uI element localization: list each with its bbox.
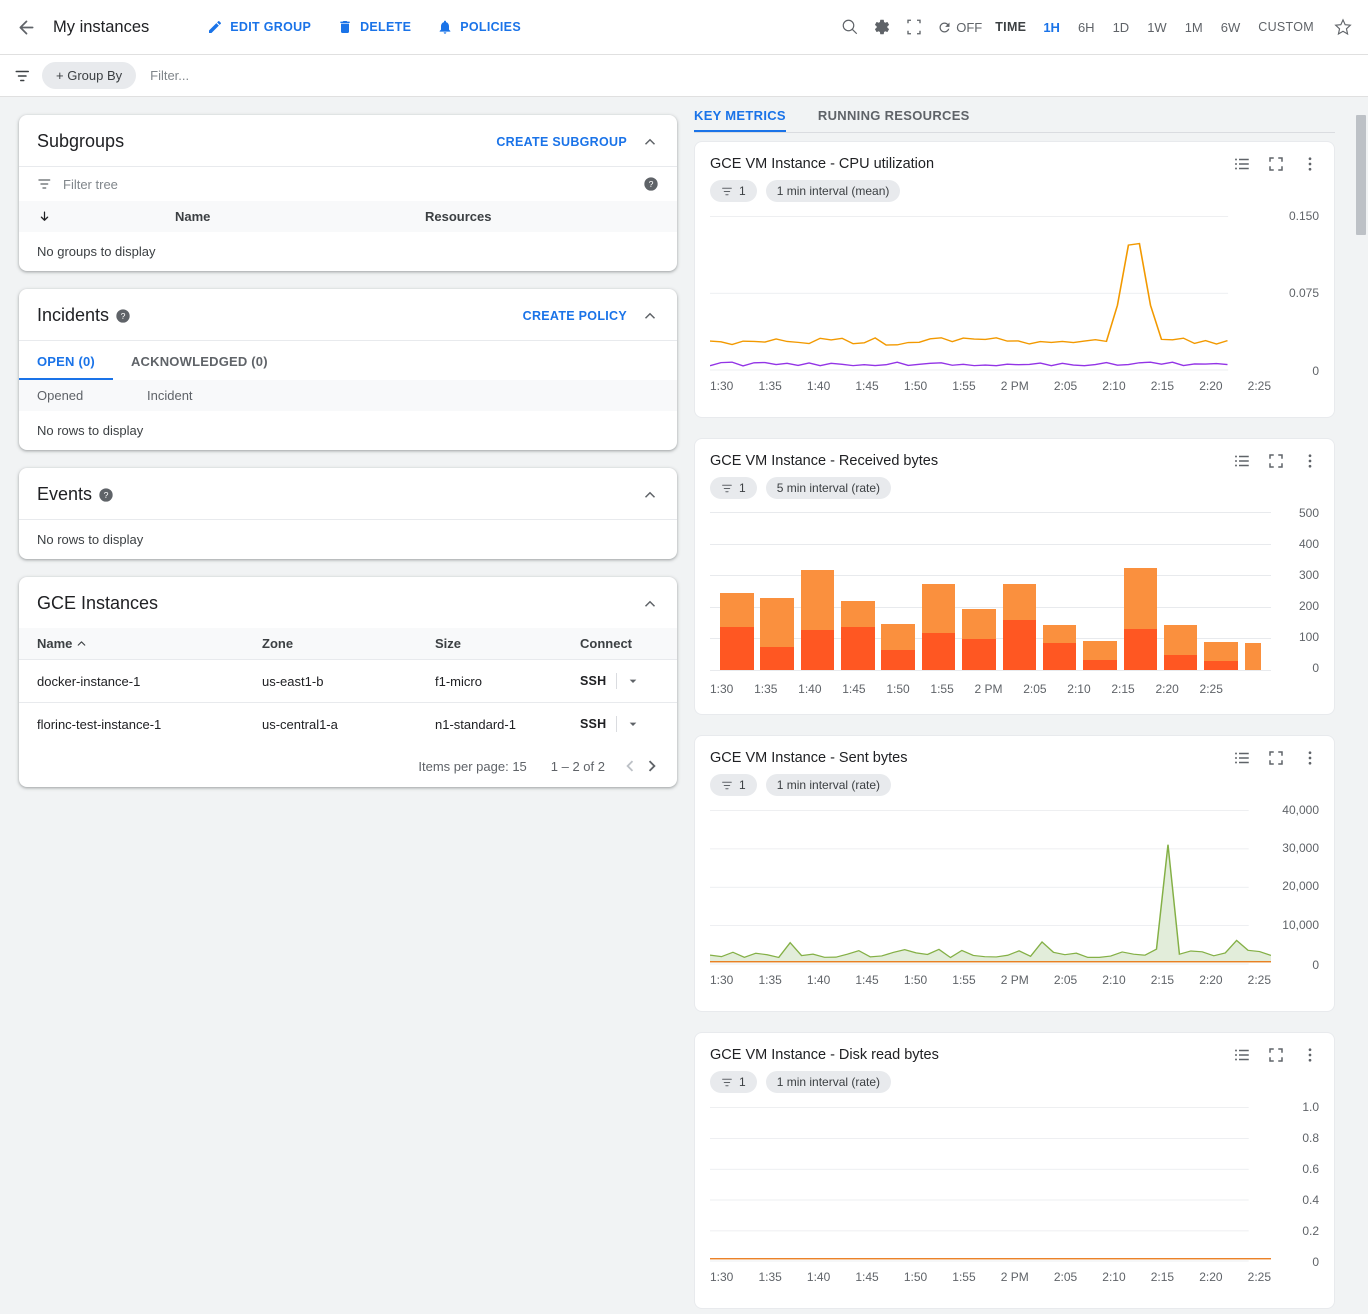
svg-text:?: ? [104, 490, 109, 500]
svg-text:?: ? [121, 311, 126, 321]
svg-text:?: ? [649, 179, 654, 189]
